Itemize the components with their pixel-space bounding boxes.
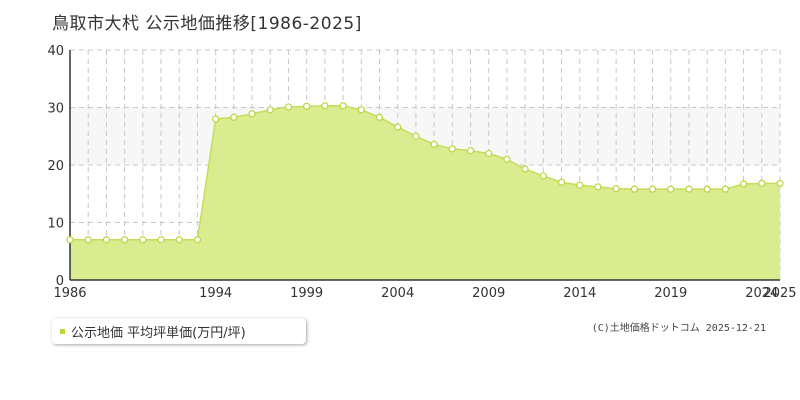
data-point [212, 115, 220, 123]
x-tick-label: 2004 [381, 286, 414, 300]
data-point [303, 102, 311, 110]
data-point [485, 149, 493, 158]
data-point [248, 110, 256, 118]
data-point [266, 106, 274, 114]
x-tick-label: 2025 [763, 286, 796, 300]
data-point [630, 185, 638, 193]
data-point [412, 132, 420, 140]
x-tick-label: 1986 [53, 286, 86, 300]
data-point [284, 103, 293, 111]
data-point [375, 113, 384, 121]
data-point [102, 236, 111, 244]
x-tick-label: 2024 [745, 286, 778, 300]
data-point [503, 155, 511, 163]
chart-area: 0 10 20 30 40 1986 1994 1999 2004 2009 2014 2019 202… [47, 44, 796, 300]
data-point [648, 185, 657, 193]
data-point [557, 178, 566, 186]
data-point [703, 185, 711, 193]
data-point [139, 236, 147, 244]
data-point [84, 236, 92, 244]
data-point [466, 147, 475, 155]
y-tick-label: 20 [47, 159, 64, 174]
series-line [70, 105, 780, 241]
x-tick-label: 1994 [199, 286, 232, 300]
x-tick-label: 2014 [563, 286, 596, 300]
x-tick-label: 1999 [290, 286, 323, 300]
data-point [157, 236, 165, 244]
data-point [430, 140, 438, 148]
data-point [448, 145, 456, 153]
chart-title: 鳥取市大杙 公示地価推移[1986-2025] [52, 14, 362, 34]
data-point [66, 236, 74, 244]
y-tick-label: 30 [47, 102, 64, 117]
data-point [612, 184, 620, 193]
data-point [521, 165, 529, 173]
data-point [339, 102, 347, 110]
data-point [594, 183, 602, 191]
y-tick-label: 10 [47, 217, 64, 232]
legend: 公示地価 平均坪単価(万円/坪) [52, 318, 306, 344]
data-point [121, 236, 129, 244]
data-point [394, 123, 402, 131]
legend-marker [60, 328, 65, 334]
data-point [193, 236, 202, 244]
data-point [230, 113, 238, 121]
data-point [685, 185, 693, 193]
data-point [721, 185, 729, 193]
y-tick-label: 0 [56, 274, 64, 289]
data-point [357, 106, 365, 114]
x-tick-label: 2009 [472, 286, 505, 300]
data-point [776, 179, 784, 187]
data-point [175, 236, 183, 244]
series-area [70, 105, 780, 281]
data-point [758, 179, 766, 187]
data-point [576, 181, 584, 189]
data-point [321, 102, 329, 110]
legend-label: 公示地価 平均坪単価(万円/坪) [71, 325, 246, 341]
copyright-credit: (C)土地価格ドットコム 2025-12-21 [591, 323, 766, 334]
data-point [539, 172, 547, 180]
data-point [739, 180, 748, 188]
x-tick-label: 2019 [654, 286, 687, 300]
data-point [667, 185, 675, 193]
y-tick-label: 40 [47, 44, 64, 59]
